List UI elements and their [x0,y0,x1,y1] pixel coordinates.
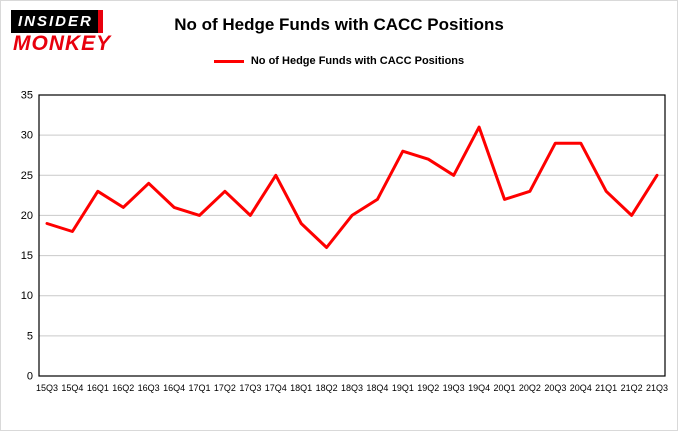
insider-monkey-logo: INSIDER MONKEY [11,10,129,55]
x-tick-label-17Q2: 17Q2 [214,383,236,393]
x-tick-label-15Q3: 15Q3 [36,383,58,393]
chart-title: No of Hedge Funds with CACC Positions [174,15,504,34]
x-tick-label-21Q1: 21Q1 [595,383,617,393]
x-tick-label-21Q3: 21Q3 [646,383,668,393]
data-series-line-0 [45,125,659,249]
x-tick-label-17Q1: 17Q1 [188,383,210,393]
legend-label: No of Hedge Funds with CACC Positions [250,55,465,67]
x-tick-label-17Q3: 17Q3 [239,383,261,393]
x-tick-label-20Q1: 20Q1 [493,383,515,393]
x-tick-label-19Q2: 19Q2 [417,383,439,393]
x-tick-label-18Q4: 18Q4 [366,383,388,393]
x-tick-label-20Q2: 20Q2 [519,383,541,393]
x-tick-label-16Q2: 16Q2 [112,383,134,393]
logo-monkey-text: MONKEY [13,32,112,55]
x-tick-label-19Q3: 19Q3 [443,383,465,393]
plot-area: 0 5 10 15 20 25 30 35 15Q3 15Q4 16Q1 16Q2 16Q3 16Q4 17… [1,87,677,430]
y-tick-label-30: 30 [21,130,33,142]
y-tick-label-25: 25 [21,170,33,182]
y-tick-label-20: 20 [21,210,33,222]
x-tick-label-16Q1: 16Q1 [87,383,109,393]
y-tick-label-35: 35 [21,90,33,102]
y-tick-label-5: 5 [27,330,33,342]
x-tick-label-17Q4: 17Q4 [265,383,287,393]
x-tick-label-18Q2: 18Q2 [316,383,338,393]
x-tick-label-18Q1: 18Q1 [290,383,312,393]
legend-line-swatch [213,59,244,63]
x-tick-label-15Q4: 15Q4 [61,383,83,393]
x-tick-label-16Q4: 16Q4 [163,383,185,393]
chart-legend: No of Hedge Funds with CACC Positions [1,55,677,67]
y-tick-label-15: 15 [21,250,33,262]
x-tick-label-21Q2: 21Q2 [621,383,643,393]
y-tick-label-10: 10 [21,290,33,302]
chart-header: INSIDER MONKEY No of Hedge Funds with CA… [1,1,677,87]
plot-border [38,94,666,377]
x-tick-label-19Q1: 19Q1 [392,383,414,393]
logo-red-bar [97,10,103,33]
x-tick-label-16Q3: 16Q3 [138,383,160,393]
x-tick-label-20Q4: 20Q4 [570,383,592,393]
x-tick-label-19Q4: 19Q4 [468,383,490,393]
logo-insider-text: INSIDER [11,10,103,33]
y-tick-label-0: 0 [27,371,33,383]
logo-line1: INSIDER [18,13,93,30]
x-tick-label-18Q3: 18Q3 [341,383,363,393]
x-tick-label-20Q3: 20Q3 [544,383,566,393]
